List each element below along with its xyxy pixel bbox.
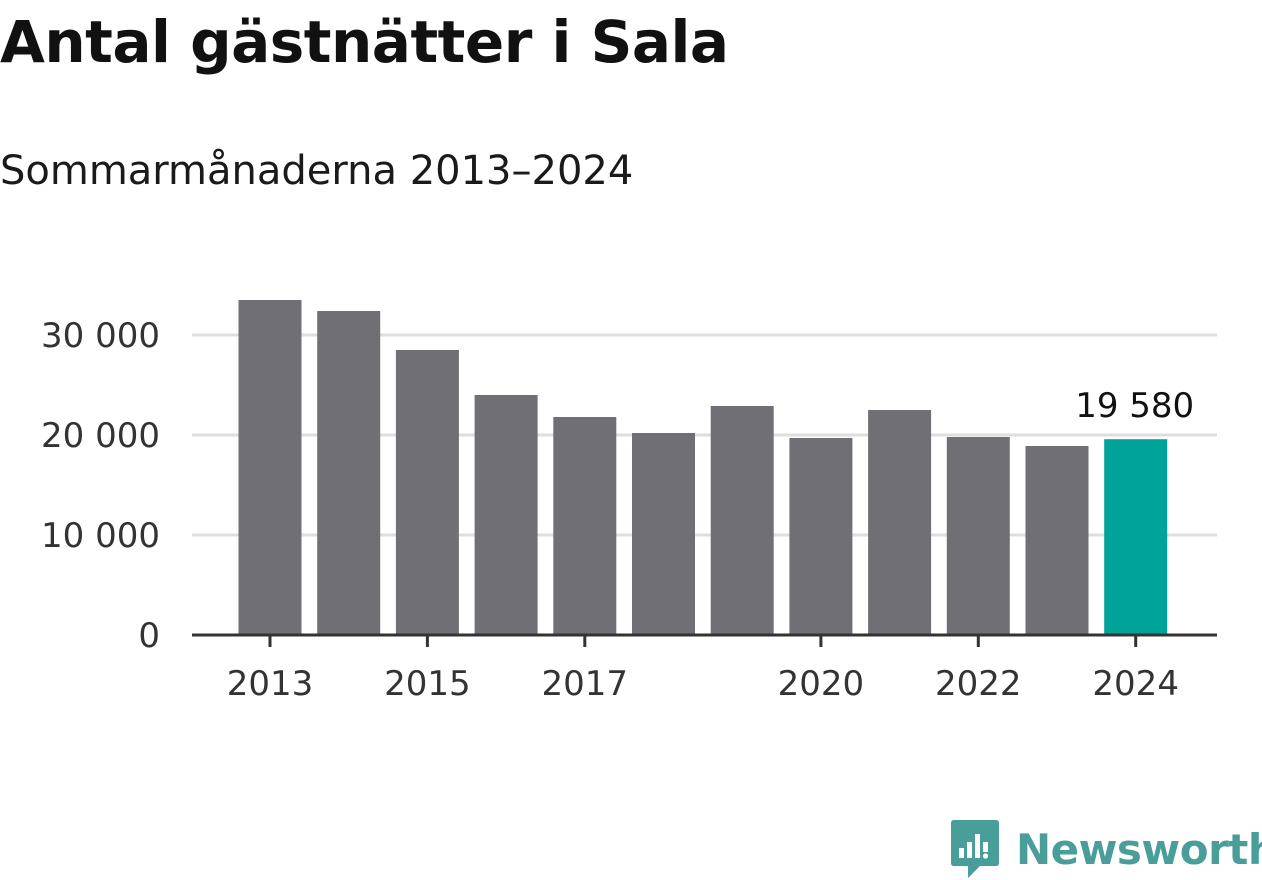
- bar-2022: [946, 437, 1010, 635]
- x-axis: 2013 2015 2017 2020 2022 2024: [192, 633, 1217, 704]
- x-tick-label: 2020: [778, 664, 865, 704]
- chart-title: Antal gästnätter i Sala: [0, 8, 729, 76]
- bars: [238, 300, 1168, 635]
- x-tick-label: 2013: [227, 664, 314, 704]
- x-tick-label: 2017: [542, 664, 629, 704]
- bar-2013: [238, 300, 302, 635]
- y-tick-label: 10 000: [41, 516, 160, 556]
- brand-name: Newsworthy: [1016, 824, 1262, 874]
- highlight-value-label: 19 580: [1075, 386, 1194, 426]
- newsworthy-logo-icon: [951, 820, 999, 878]
- bar-2019: [710, 406, 774, 635]
- x-tick-label: 2015: [384, 664, 471, 704]
- x-tick-label: 2022: [935, 664, 1022, 704]
- brand-logo: Newsworthy: [950, 818, 1262, 880]
- bar-2021: [868, 410, 932, 635]
- y-tick-label: 30 000: [41, 316, 160, 356]
- y-tick-label: 0: [138, 616, 160, 656]
- y-tick-label: 20 000: [41, 416, 160, 456]
- bar-2023: [1025, 446, 1089, 635]
- bar-2020: [789, 438, 853, 635]
- y-axis-ticks: 0 10 000 20 000 30 000: [41, 316, 160, 656]
- chart-subtitle: Sommarmånaderna 2013–2024: [0, 148, 634, 194]
- x-tick-label: 2024: [1092, 664, 1179, 704]
- bar-2024: [1104, 439, 1168, 635]
- bar-2017: [553, 417, 617, 635]
- data-labels: 19 580: [1075, 386, 1194, 426]
- bar-2015: [395, 350, 459, 635]
- bar-2016: [474, 395, 538, 635]
- bar-2018: [632, 433, 695, 635]
- bar-2014: [317, 311, 381, 635]
